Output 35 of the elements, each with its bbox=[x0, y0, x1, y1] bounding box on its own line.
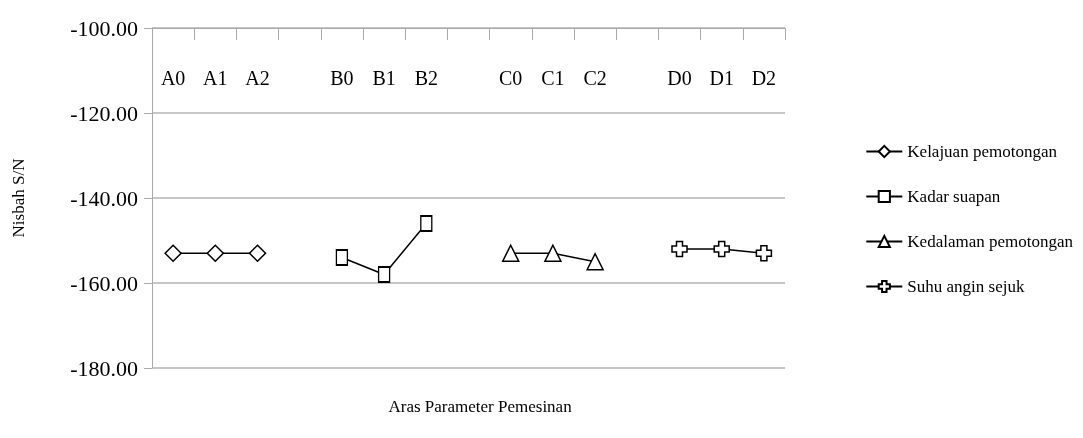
x-tick-label: A0 bbox=[160, 67, 186, 89]
point bbox=[206, 244, 225, 262]
legend-label: Suhu angin sejuk bbox=[907, 277, 1025, 296]
x-tick-label: C2 bbox=[583, 67, 607, 89]
legend-label: Kedalaman pemotongan bbox=[907, 232, 1074, 251]
x-tick-label: A1 bbox=[203, 67, 228, 89]
x-tick-label: D2 bbox=[751, 67, 777, 89]
y-tick-label: -100.00 bbox=[70, 15, 138, 41]
point bbox=[713, 240, 730, 258]
point bbox=[420, 215, 433, 232]
y-tick-label: -140.00 bbox=[70, 185, 138, 211]
y-tick-label: -120.00 bbox=[70, 100, 138, 126]
x-tick-label: A2 bbox=[245, 67, 270, 89]
point bbox=[248, 244, 267, 262]
x-tick-label: B0 bbox=[330, 67, 354, 89]
legend-label: Kelajuan pemotongan bbox=[907, 142, 1058, 161]
point bbox=[544, 244, 562, 262]
point bbox=[377, 266, 391, 283]
point bbox=[671, 240, 688, 258]
legend-label: Kadar suapan bbox=[907, 187, 1001, 206]
x-tick-label: D0 bbox=[667, 67, 692, 89]
x-tick-label: D1 bbox=[709, 67, 734, 89]
x-tick-label: C0 bbox=[499, 67, 523, 89]
x-tick-label: C1 bbox=[541, 67, 565, 89]
x-tick-label: B2 bbox=[414, 67, 438, 89]
point bbox=[755, 245, 773, 262]
y-axis-title: Nisbah S/N bbox=[9, 158, 28, 238]
point bbox=[586, 253, 604, 271]
point bbox=[335, 249, 349, 266]
x-axis-title: Aras Parameter Pemesinan bbox=[388, 397, 573, 416]
y-tick-label: -160.00 bbox=[70, 270, 138, 296]
point bbox=[501, 244, 520, 262]
point bbox=[164, 244, 182, 262]
y-tick-label: -180.00 bbox=[70, 355, 138, 381]
x-tick-label: B1 bbox=[372, 67, 396, 89]
